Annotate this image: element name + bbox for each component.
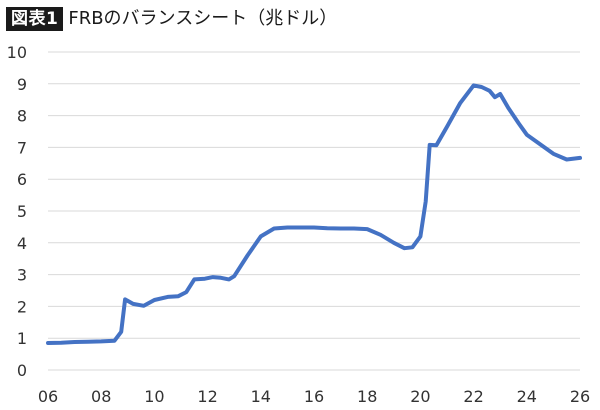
balance-sheet-line: [46, 83, 582, 345]
x-tick-label: 22: [463, 387, 483, 406]
y-tick-label: 1: [17, 329, 27, 348]
x-tick-label: 08: [91, 387, 111, 406]
y-axis-ticks: 0 1 2 3 4 5 6 7 8 9 10: [7, 43, 27, 380]
y-tick-label: 9: [17, 75, 27, 94]
x-tick-label: 12: [197, 387, 217, 406]
x-tick-label: 26: [570, 387, 590, 406]
figure-badge: 図表1: [6, 7, 64, 31]
y-tick-label: 7: [17, 138, 27, 157]
x-tick-label: 14: [251, 387, 271, 406]
y-tick-label: 3: [17, 266, 27, 285]
y-tick-label: 5: [17, 202, 27, 221]
series-group: [46, 83, 582, 345]
x-axis-ticks: 06 08 10 12 14 16 18 20 22 24 26: [38, 387, 590, 406]
y-tick-label: 0: [17, 361, 27, 380]
chart-header: 図表1 FRBのバランスシート（兆ドル）: [6, 6, 337, 32]
x-tick-label: 24: [517, 387, 537, 406]
y-tick-label: 6: [17, 170, 27, 189]
y-tick-label: 10: [7, 43, 27, 62]
chart-title: FRBのバランスシート（兆ドル）: [68, 8, 338, 29]
x-tick-label: 06: [38, 387, 58, 406]
x-tick-label: 10: [144, 387, 164, 406]
y-tick-label: 8: [17, 107, 27, 126]
x-tick-label: 18: [357, 387, 377, 406]
x-tick-label: 20: [410, 387, 430, 406]
y-tick-label: 4: [17, 234, 27, 253]
y-tick-label: 2: [17, 297, 27, 316]
x-tick-label: 16: [304, 387, 324, 406]
gridlines: [48, 51, 580, 371]
